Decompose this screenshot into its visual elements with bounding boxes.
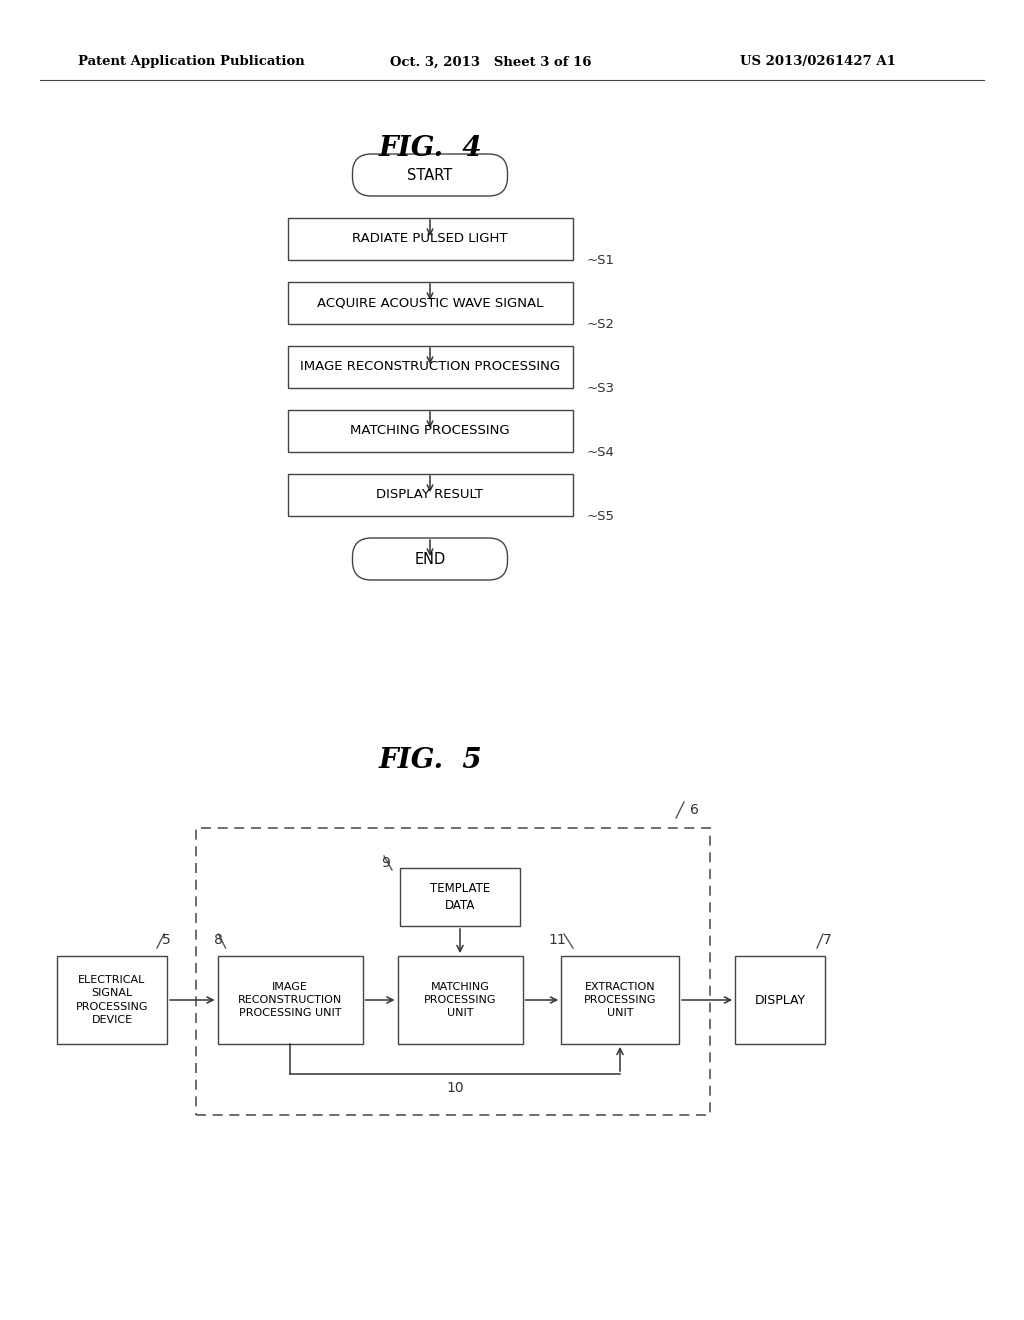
Text: ELECTRICAL
SIGNAL
PROCESSING
DEVICE: ELECTRICAL SIGNAL PROCESSING DEVICE [76,975,148,1024]
Text: ~S2: ~S2 [587,318,614,330]
Text: RADIATE PULSED LIGHT: RADIATE PULSED LIGHT [352,232,508,246]
Text: ~S3: ~S3 [587,381,614,395]
Text: ~S1: ~S1 [587,253,614,267]
Text: IMAGE
RECONSTRUCTION
PROCESSING UNIT: IMAGE RECONSTRUCTION PROCESSING UNIT [238,982,342,1018]
FancyBboxPatch shape [288,411,572,451]
Text: TEMPLATE
DATA: TEMPLATE DATA [430,882,490,912]
Text: US 2013/0261427 A1: US 2013/0261427 A1 [740,55,896,69]
Text: ~S5: ~S5 [587,510,614,523]
Text: MATCHING PROCESSING: MATCHING PROCESSING [350,425,510,437]
Text: START: START [408,168,453,182]
Text: EXTRACTION
PROCESSING
UNIT: EXTRACTION PROCESSING UNIT [584,982,656,1018]
Text: 9: 9 [382,855,390,870]
FancyBboxPatch shape [57,956,167,1044]
FancyBboxPatch shape [288,474,572,516]
Text: MATCHING
PROCESSING
UNIT: MATCHING PROCESSING UNIT [424,982,497,1018]
Text: FIG.  4: FIG. 4 [378,135,482,161]
FancyBboxPatch shape [735,956,825,1044]
Text: END: END [415,552,445,566]
FancyBboxPatch shape [400,869,520,927]
Text: DISPLAY RESULT: DISPLAY RESULT [377,488,483,502]
FancyBboxPatch shape [288,282,572,323]
FancyBboxPatch shape [288,218,572,260]
FancyBboxPatch shape [217,956,362,1044]
Text: 5: 5 [162,933,171,946]
FancyBboxPatch shape [288,346,572,388]
FancyBboxPatch shape [561,956,679,1044]
Text: Patent Application Publication: Patent Application Publication [78,55,305,69]
FancyBboxPatch shape [397,956,522,1044]
Text: IMAGE RECONSTRUCTION PROCESSING: IMAGE RECONSTRUCTION PROCESSING [300,360,560,374]
Text: ~S4: ~S4 [587,446,614,458]
Text: 10: 10 [446,1081,464,1096]
Text: ACQUIRE ACOUSTIC WAVE SIGNAL: ACQUIRE ACOUSTIC WAVE SIGNAL [316,297,543,309]
FancyBboxPatch shape [352,539,508,579]
Text: 11: 11 [548,933,566,946]
FancyBboxPatch shape [352,154,508,195]
Text: 7: 7 [823,933,831,946]
Text: 6: 6 [690,803,698,817]
Text: 8: 8 [214,933,222,946]
Text: DISPLAY: DISPLAY [755,994,806,1006]
Text: Oct. 3, 2013   Sheet 3 of 16: Oct. 3, 2013 Sheet 3 of 16 [390,55,592,69]
Text: FIG.  5: FIG. 5 [378,747,482,774]
